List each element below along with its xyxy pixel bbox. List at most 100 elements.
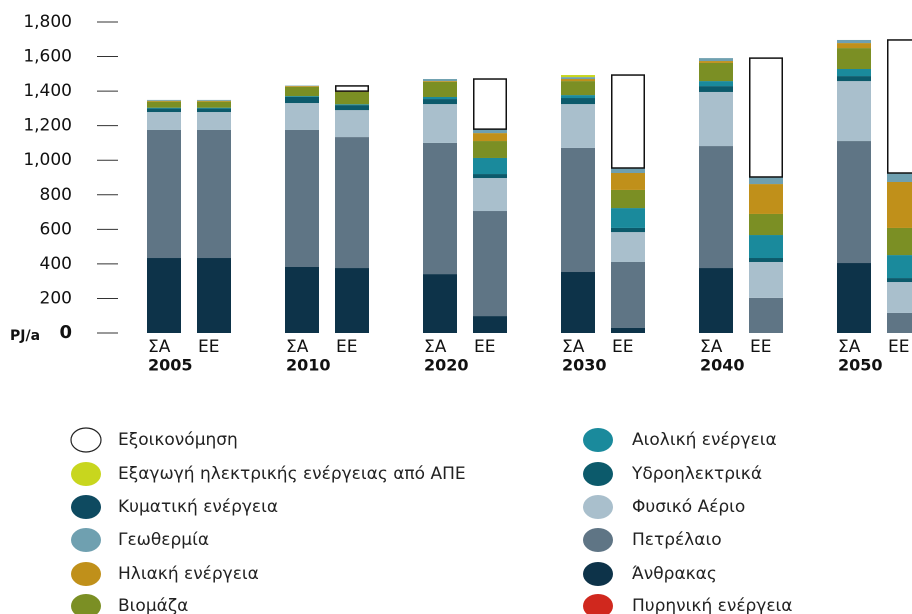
bar-segment	[423, 79, 457, 82]
x-tick-label: ΣΑ	[148, 337, 171, 357]
bar-segment	[197, 100, 231, 102]
legend-label: Βιομάζα	[118, 596, 188, 614]
legend-label: Εξοικονόμηση	[118, 430, 238, 450]
bar-segment	[611, 173, 645, 190]
bar-segment	[887, 39, 912, 174]
bar-segment	[699, 61, 733, 63]
bar-segment	[749, 176, 783, 185]
legend-swatch	[70, 427, 102, 453]
bar-segment	[887, 181, 912, 228]
bar-segment	[473, 211, 507, 317]
bar-segment	[423, 142, 457, 275]
bar-segment	[611, 261, 645, 328]
x-tick-label: ΕΕ	[336, 337, 357, 357]
y-tick-label: 1,200	[23, 116, 72, 136]
group-label: 2020	[424, 356, 469, 375]
bar-segment	[473, 157, 507, 175]
bar-segment	[611, 189, 645, 209]
bar-segment	[473, 174, 507, 179]
bar-segment	[197, 258, 231, 333]
bar-segment	[147, 129, 181, 259]
bar-segment	[197, 101, 231, 108]
bar-segment	[887, 282, 912, 313]
x-tick-label: ΕΕ	[612, 337, 633, 357]
legend-label: Πετρέλαιο	[632, 530, 722, 550]
bar-segment	[147, 99, 181, 101]
bar-segment	[197, 107, 231, 109]
bar-segment	[335, 104, 369, 106]
bar-segment	[561, 79, 595, 82]
legend-label: Κυματική ενέργεια	[118, 497, 278, 517]
bar-segment	[749, 297, 783, 333]
bar-segment	[285, 129, 319, 267]
bar-segment	[335, 268, 369, 333]
bar-segment	[887, 278, 912, 283]
bar-segment	[887, 227, 912, 256]
bar-segment	[423, 99, 457, 105]
x-tick-label: ΕΕ	[474, 337, 495, 357]
bar-segment	[749, 184, 783, 214]
bar-segment	[837, 48, 871, 69]
bar-segment	[285, 86, 319, 97]
bar-segment	[423, 96, 457, 100]
bar-segment	[749, 261, 783, 298]
bar-segment	[611, 232, 645, 262]
bar-segment	[611, 167, 645, 174]
legend-swatch	[583, 495, 613, 519]
bar-segment	[473, 141, 507, 158]
y-tick-label: 400	[40, 254, 72, 274]
bar-segment	[335, 105, 369, 111]
bar-segment	[837, 81, 871, 142]
bar-segment	[147, 258, 181, 333]
bar-segment	[561, 272, 595, 333]
bar-segment	[699, 58, 733, 62]
legend-swatch	[71, 495, 101, 519]
bar-segment	[887, 312, 912, 333]
bar-segment	[473, 133, 507, 142]
bar-segment	[423, 81, 457, 97]
bar-segment	[285, 96, 319, 104]
bar-segment	[473, 129, 507, 134]
group-label: 2040	[700, 356, 745, 375]
bar-segment	[887, 255, 912, 279]
legend-label: Άνθρακας	[632, 564, 717, 584]
bar-segment	[887, 173, 912, 182]
bar-segment	[837, 43, 871, 49]
y-tick-label: 1,800	[23, 12, 72, 32]
legend-swatch	[583, 528, 613, 552]
legend-label: Γεωθερμία	[118, 530, 209, 550]
x-tick-label: ΕΕ	[888, 337, 909, 357]
bar-segment	[749, 258, 783, 262]
bar-segment	[749, 235, 783, 259]
bar-segment	[147, 108, 181, 113]
legend-swatch	[583, 594, 613, 614]
bar-segment	[473, 316, 507, 333]
legend-label: Υδροηλεκτρικά	[631, 464, 762, 484]
bar-segment	[423, 104, 457, 143]
bar-segment	[423, 81, 457, 82]
bar-segment	[837, 39, 871, 44]
legend-swatch	[583, 428, 613, 452]
bar-segment	[473, 78, 507, 130]
x-tick-label: ΣΑ	[424, 337, 447, 357]
bar-segment	[837, 141, 871, 264]
y-tick-label: 1,400	[23, 81, 72, 101]
bar-segment	[837, 68, 871, 77]
bar-segment	[285, 266, 319, 333]
bar-segment	[335, 91, 369, 105]
bar-segment	[611, 74, 645, 169]
group-label: 2030	[562, 356, 607, 375]
bar-segment	[749, 57, 783, 178]
bar-segment	[561, 98, 595, 105]
y-tick-label: 1,000	[23, 150, 72, 170]
x-tick-label: ΕΕ	[198, 337, 219, 357]
bar-segment	[561, 95, 595, 99]
legend-label: Αιολική ενέργεια	[632, 430, 777, 450]
bar-segment	[147, 101, 181, 108]
x-tick-label: ΣΑ	[838, 337, 861, 357]
bar-segment	[561, 77, 595, 80]
bar-segment	[147, 100, 181, 102]
bar-segment	[423, 274, 457, 333]
bar-segment	[285, 96, 319, 97]
legend-swatch	[71, 594, 101, 614]
